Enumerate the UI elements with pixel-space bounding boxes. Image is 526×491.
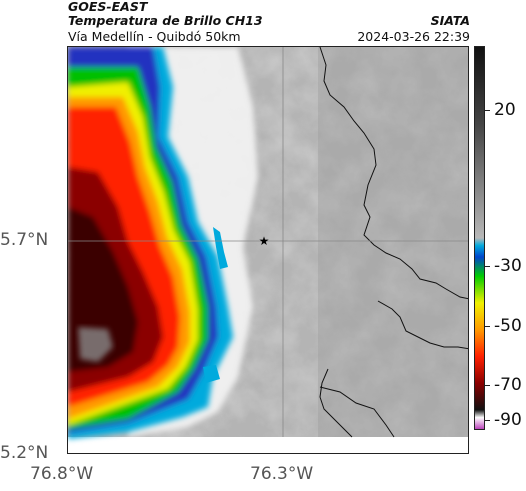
cb-tick-line xyxy=(485,110,490,111)
lat-label-5-2: 5.2°N xyxy=(0,443,49,463)
star-icon[interactable]: ★ xyxy=(259,234,270,248)
satellite-map[interactable]: ★ xyxy=(67,46,469,454)
cb-label-minus-70: -70 xyxy=(494,375,522,395)
cloud-fleck-2 xyxy=(203,365,220,383)
map-canvas: ★ xyxy=(68,47,468,453)
region-subtitle: Vía Medellín - Quibdó 50km xyxy=(68,29,241,44)
satellite-title: GOES-EAST xyxy=(68,0,148,14)
cb-tick-line xyxy=(485,266,490,267)
product-title: Temperatura de Brillo CH13 xyxy=(68,13,263,28)
lon-label-76-3: 76.3°W xyxy=(250,464,314,484)
lon-label-76-8: 76.8°W xyxy=(30,464,94,484)
source-label: SIATA xyxy=(430,13,470,28)
cloud-shadow xyxy=(318,47,468,437)
cb-tick-line xyxy=(485,420,490,421)
cb-label-minus-30: -30 xyxy=(494,256,522,276)
cb-label-minus-90: -90 xyxy=(494,410,522,430)
cold-core xyxy=(78,327,113,362)
colorbar xyxy=(474,46,485,430)
cb-tick-line xyxy=(485,385,490,386)
cb-label-20: 20 xyxy=(494,100,516,120)
datetime-label: 2024-03-26 22:39 xyxy=(357,29,470,44)
cb-label-minus-50: -50 xyxy=(494,316,522,336)
boundary-lines xyxy=(319,47,468,438)
map-empty-area xyxy=(68,437,468,453)
cloud-fleck-1 xyxy=(213,227,228,269)
cb-tick-line xyxy=(485,326,490,327)
lat-label-5-7: 5.7°N xyxy=(0,230,49,250)
